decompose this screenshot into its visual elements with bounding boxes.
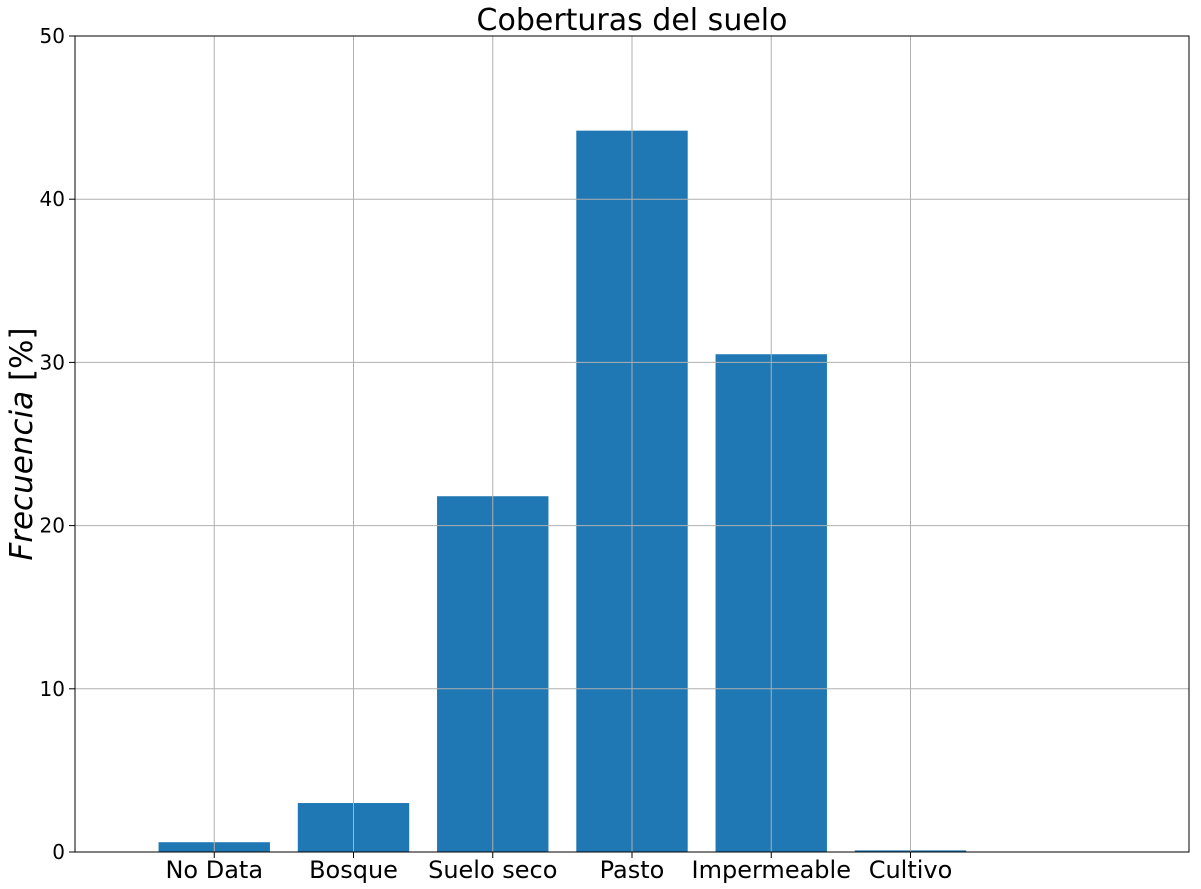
x-ticks: No Data Bosque Suelo seco Pasto Impermeable C… [165, 852, 952, 884]
x-tick-label: No Data [165, 856, 263, 884]
x-tick-label: Bosque [309, 856, 398, 884]
x-tick-label: Pasto [600, 856, 665, 884]
y-axis-label-unit: [%] [4, 327, 40, 391]
y-tick-label: 0 [52, 840, 65, 864]
x-tick-label: Cultivo [869, 856, 953, 884]
y-tick-label: 20 [40, 514, 65, 538]
y-axis-label: Frecuencia [%] [4, 327, 40, 560]
y-axis-label-italic: Frecuencia [4, 391, 40, 561]
x-tick-label: Suelo seco [428, 856, 557, 884]
y-tick-label: 10 [40, 677, 65, 701]
chart-title: Coberturas del suelo [477, 3, 788, 38]
y-tick-label: 50 [40, 24, 65, 48]
y-tick-label: 30 [40, 350, 65, 374]
y-ticks: 0 10 20 30 40 50 [40, 24, 75, 864]
x-tick-label: Impermeable [692, 856, 851, 884]
y-tick-label: 40 [40, 187, 65, 211]
